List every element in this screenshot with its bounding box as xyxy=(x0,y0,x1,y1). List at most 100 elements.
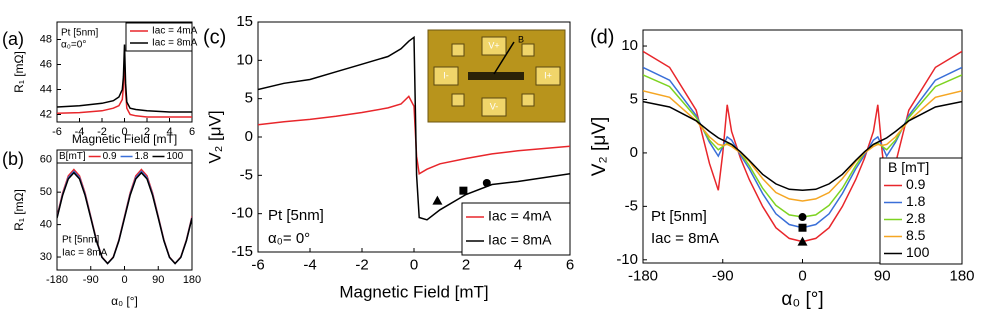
y-tick-label: 60 xyxy=(40,154,52,166)
x-tick-label: -180 xyxy=(628,267,658,284)
x-tick-label: 4 xyxy=(514,256,522,273)
x-axis-title: α₀ [°] xyxy=(111,294,138,308)
panel: -6 -4 -2 0 2 4 6 -15 -10 -5 0 5 10 15 Magnetic Field [… xyxy=(203,13,574,302)
panel-label: (c) xyxy=(203,26,226,48)
x-tick-label: -6 xyxy=(251,256,264,273)
series-line xyxy=(258,35,570,221)
inset-label: B xyxy=(518,34,524,44)
y-tick-label: 10 xyxy=(236,51,253,68)
marker xyxy=(798,213,807,222)
inset-pad xyxy=(521,93,535,107)
x-tick-label: 0 xyxy=(121,274,127,286)
x-tick-label: -90 xyxy=(83,274,99,286)
panel-label: (a) xyxy=(2,29,24,49)
inset-arrow xyxy=(493,41,515,75)
x-tick-label: 0 xyxy=(121,126,127,138)
inset-pad xyxy=(451,93,465,107)
y-tick-label: 46 xyxy=(40,58,52,70)
annotation: Pt [5nm] xyxy=(268,207,324,224)
x-tick-label: -90 xyxy=(712,267,734,284)
series-line xyxy=(57,44,192,113)
panel-label: (d) xyxy=(590,26,614,48)
y-tick-label: -5 xyxy=(240,166,253,183)
x-tick-label: 180 xyxy=(183,274,201,286)
legend-title: B[mT] xyxy=(59,151,86,162)
y-tick-label: 0 xyxy=(630,144,638,161)
x-tick-label: -2 xyxy=(97,126,107,138)
series-line xyxy=(643,100,962,192)
y-tick-label: 0 xyxy=(245,128,253,145)
annotation: α₀=0° xyxy=(61,40,86,51)
y-tick-label: -15 xyxy=(231,243,253,260)
legend-label: 1.8 xyxy=(906,193,926,209)
legend-box xyxy=(879,157,963,265)
legend-label: 0.9 xyxy=(906,176,926,192)
x-tick-label: 90 xyxy=(152,274,164,286)
x-tick-label: 4 xyxy=(166,126,172,138)
y-axis-title: V₂ [μV] xyxy=(205,110,224,163)
y-tick-label: -5 xyxy=(625,197,638,214)
annotation: α₀= 0° xyxy=(268,230,310,247)
y-tick-label: 5 xyxy=(245,90,253,107)
x-tick-label: 6 xyxy=(189,126,195,138)
legend-label: 100 xyxy=(906,244,930,260)
panel: -180 -90 0 90 180 -10 -5 0 5 10 α₀ [°] V₂ [μV] (d) Pt… xyxy=(589,26,975,310)
y-tick-label: -10 xyxy=(231,205,253,222)
y-tick-label: 30 xyxy=(40,251,52,263)
series-line xyxy=(643,90,962,202)
marker xyxy=(797,236,808,246)
x-tick-label: -6 xyxy=(52,126,62,138)
x-tick-label: -4 xyxy=(303,256,316,273)
legend-label: 2.8 xyxy=(906,210,926,226)
inset-pad xyxy=(535,66,561,86)
inset-pad xyxy=(521,43,535,57)
marker xyxy=(482,179,491,187)
y-tick-label: 48 xyxy=(40,33,52,45)
y-axis-title: R₁ [mΩ] xyxy=(12,51,26,93)
legend-label: Iac = 4mA xyxy=(152,26,198,37)
x-tick-label: 0 xyxy=(410,256,418,273)
marker xyxy=(798,223,807,232)
x-tick-label: 6 xyxy=(566,256,574,273)
x-tick-label: 2 xyxy=(144,126,150,138)
x-tick-label: -4 xyxy=(75,126,85,138)
legend-label: Iac = 8mA xyxy=(488,232,552,248)
legend-label: Iac = 4mA xyxy=(488,208,552,224)
inset-channel xyxy=(468,72,524,80)
inset-pad xyxy=(433,66,459,86)
y-tick-label: 15 xyxy=(236,13,253,30)
y-tick-label: 40 xyxy=(40,219,52,231)
y-tick-label: 10 xyxy=(621,37,638,54)
legend-label: 1.8 xyxy=(135,151,149,162)
inset-label: I- xyxy=(443,70,449,80)
panel-label: (b) xyxy=(2,149,24,169)
inset-pad xyxy=(481,36,507,56)
legend-label: 100 xyxy=(166,151,183,162)
y-axis-title: R₁ [mΩ] xyxy=(12,189,26,231)
x-axis-title: α₀ [°] xyxy=(781,289,823,310)
annotation: Pt [5nm] xyxy=(61,28,98,39)
y-tick-label: 50 xyxy=(40,186,52,198)
x-axis-title: Magnetic Field [mT] xyxy=(72,132,177,146)
series-line xyxy=(57,171,192,265)
inset-label: I+ xyxy=(544,70,552,80)
x-tick-label: 2 xyxy=(462,256,470,273)
annotation: Pt [5nm] xyxy=(651,208,707,225)
x-tick-label: 180 xyxy=(949,267,974,284)
inset-pad xyxy=(481,97,507,117)
marker xyxy=(459,186,468,195)
legend-label: 0.9 xyxy=(103,151,117,162)
y-tick-label: 5 xyxy=(630,90,638,107)
y-tick-label: -10 xyxy=(616,251,638,268)
legend-box xyxy=(125,22,193,52)
y-tick-label: 42 xyxy=(40,108,52,120)
x-tick-label: -180 xyxy=(46,274,68,286)
annotation: Pt [5nm] xyxy=(62,235,99,246)
marker xyxy=(432,195,443,205)
x-axis-title: Magnetic Field [mT] xyxy=(339,282,488,301)
y-tick-label: 44 xyxy=(40,83,52,95)
panel: -180 -90 0 90 180 30 40 50 60 α₀ [°] R₁ [mΩ] (b) Pt … xyxy=(2,149,201,308)
legend-label: Iac = 8mA xyxy=(152,38,198,49)
